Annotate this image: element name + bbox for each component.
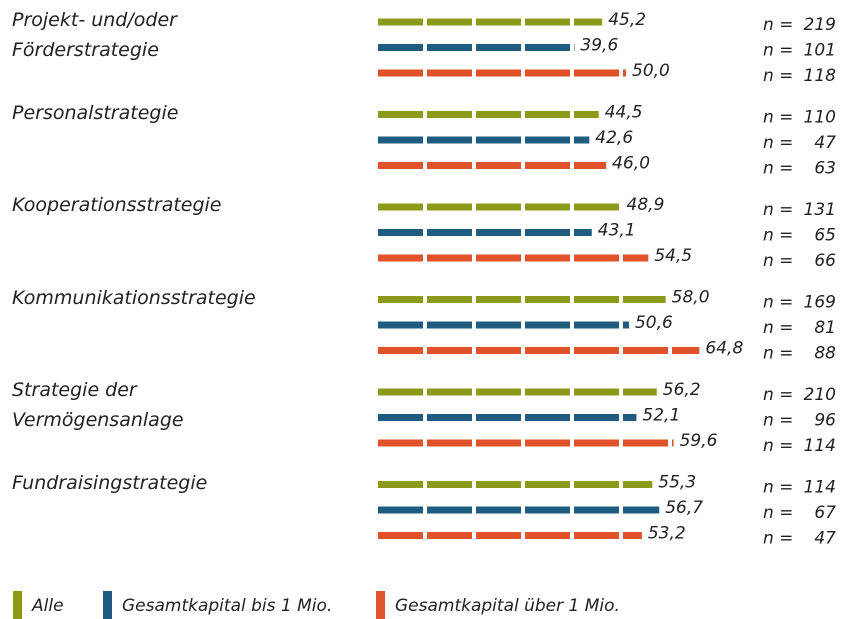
n-value: 110 xyxy=(804,108,836,128)
category-label: Strategie der Vermögensanlage xyxy=(12,379,184,431)
n-prefix: n = xyxy=(763,133,793,153)
value-label: 55,3 xyxy=(658,473,696,493)
n-prefix: n = xyxy=(763,200,793,220)
n-prefix: n = xyxy=(763,226,793,246)
n-value: 47 xyxy=(814,133,836,153)
n-prefix: n = xyxy=(763,385,793,405)
n-prefix: n = xyxy=(763,478,793,498)
n-prefix: n = xyxy=(763,15,793,35)
legend-swatch xyxy=(103,591,112,619)
n-prefix: n = xyxy=(763,41,793,61)
category-label: Kommunikationsstrategie xyxy=(12,286,256,309)
n-value: 63 xyxy=(814,159,836,179)
n-value: 96 xyxy=(814,411,836,431)
n-value: 88 xyxy=(814,344,836,364)
n-value: 210 xyxy=(804,385,836,405)
value-label: 56,2 xyxy=(663,380,701,400)
n-value: 219 xyxy=(804,15,836,35)
legend-label: Gesamtkapital über 1 Mio. xyxy=(395,596,620,616)
legend-swatch xyxy=(13,591,22,619)
category-label: Projekt- und/oder Förderstrategie xyxy=(12,9,177,61)
value-label: 45,2 xyxy=(608,10,646,30)
value-label: 64,8 xyxy=(705,339,743,359)
value-label: 53,2 xyxy=(648,524,686,544)
n-prefix: n = xyxy=(763,411,793,431)
value-label: 42,6 xyxy=(595,128,633,148)
n-prefix: n = xyxy=(763,344,793,364)
n-value: 114 xyxy=(804,436,836,456)
n-prefix: n = xyxy=(763,503,793,523)
n-value: 67 xyxy=(814,503,836,523)
n-value: 47 xyxy=(814,529,836,549)
n-value: 66 xyxy=(814,251,836,271)
n-prefix: n = xyxy=(763,293,793,313)
legend-label: Gesamtkapital bis 1 Mio. xyxy=(122,596,332,616)
value-label: 52,1 xyxy=(642,406,680,426)
n-prefix: n = xyxy=(763,159,793,179)
value-label: 59,6 xyxy=(680,431,718,451)
n-value: 101 xyxy=(804,41,836,61)
n-prefix: n = xyxy=(763,108,793,128)
n-value: 169 xyxy=(804,293,836,313)
n-prefix: n = xyxy=(763,529,793,549)
n-prefix: n = xyxy=(763,436,793,456)
n-value: 81 xyxy=(814,318,836,338)
value-label: 50,6 xyxy=(635,313,673,333)
value-label: 54,5 xyxy=(654,246,692,266)
value-label: 39,6 xyxy=(580,36,618,56)
value-label: 43,1 xyxy=(598,221,636,241)
value-label: 44,5 xyxy=(605,103,643,123)
value-label: 48,9 xyxy=(627,195,665,215)
n-prefix: n = xyxy=(763,251,793,271)
value-label: 46,0 xyxy=(612,154,650,174)
n-value: 118 xyxy=(804,66,837,86)
value-label: 58,0 xyxy=(672,288,710,308)
category-label: Personalstrategie xyxy=(12,101,179,124)
n-prefix: n = xyxy=(763,318,793,338)
category-label: Fundraisingstrategie xyxy=(12,471,208,494)
n-prefix: n = xyxy=(763,66,793,86)
category-label: Kooperationsstrategie xyxy=(12,194,222,216)
n-value: 131 xyxy=(804,200,836,220)
n-value: 65 xyxy=(814,226,836,246)
legend-swatch xyxy=(376,591,385,619)
legend-label: Alle xyxy=(31,596,64,616)
n-value: 114 xyxy=(804,478,836,498)
value-label: 50,0 xyxy=(632,61,670,81)
value-label: 56,7 xyxy=(665,498,703,518)
